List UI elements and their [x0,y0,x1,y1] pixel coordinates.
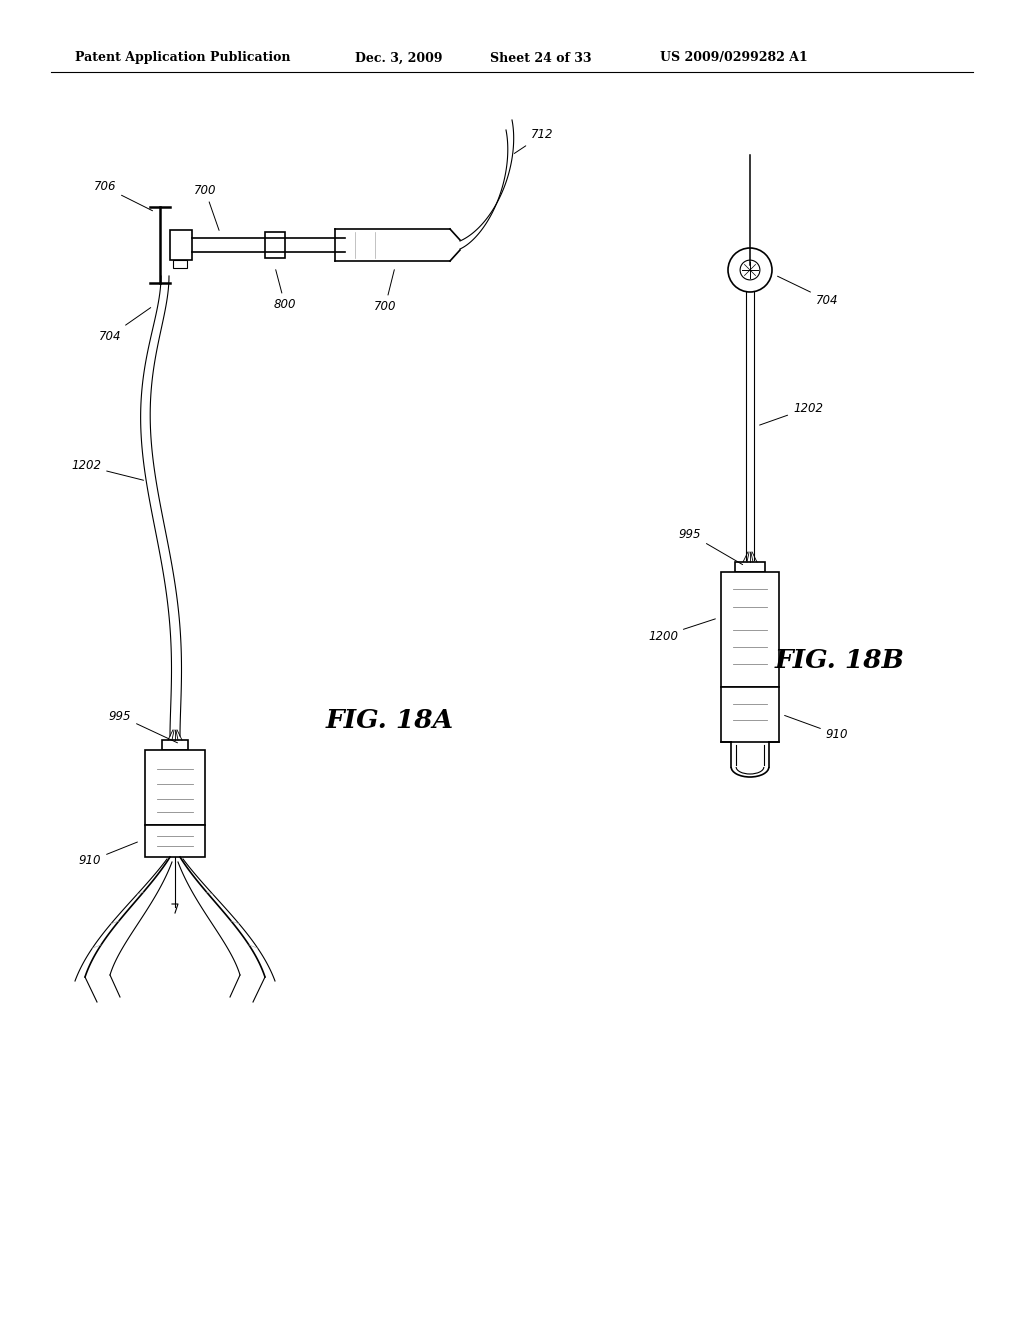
Text: 1202: 1202 [72,459,143,480]
Bar [721,572,779,686]
Text: Sheet 24 of 33: Sheet 24 of 33 [490,51,592,65]
Text: FIG. 18A: FIG. 18A [326,708,454,733]
Text: 700: 700 [374,269,396,314]
Text: 910: 910 [784,715,848,741]
Text: 910: 910 [79,842,137,867]
Bar [173,260,187,268]
Circle shape [728,248,772,292]
Bar [721,686,779,742]
Text: 712: 712 [514,128,553,153]
Text: 995: 995 [109,710,177,743]
Text: 1202: 1202 [760,401,823,425]
Text: 800: 800 [273,269,296,312]
Bar [265,232,285,257]
Text: FIG. 18B: FIG. 18B [775,648,905,672]
Bar [145,750,205,825]
Text: 704: 704 [98,308,151,342]
Text: Dec. 3, 2009: Dec. 3, 2009 [355,51,442,65]
Bar [170,230,193,260]
Text: 1200: 1200 [648,619,716,643]
Text: 700: 700 [194,183,219,231]
Text: US 2009/0299282 A1: US 2009/0299282 A1 [660,51,808,65]
Text: 995: 995 [679,528,742,565]
Text: Patent Application Publication: Patent Application Publication [75,51,291,65]
Circle shape [740,260,760,280]
Bar [145,825,205,857]
Text: 706: 706 [94,181,153,211]
Bar [162,741,188,750]
Bar [735,562,765,572]
Text: 704: 704 [777,276,839,306]
